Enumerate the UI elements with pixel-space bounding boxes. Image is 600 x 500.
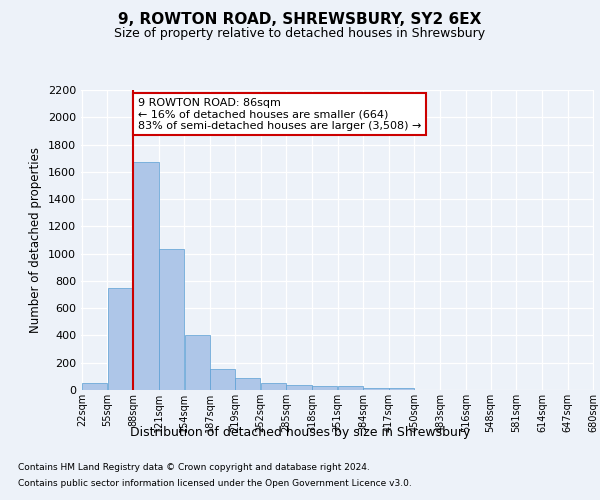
- Bar: [338, 386, 363, 390]
- Bar: [82, 382, 107, 390]
- Bar: [210, 369, 235, 390]
- Text: Contains HM Land Registry data © Crown copyright and database right 2024.: Contains HM Land Registry data © Crown c…: [18, 464, 370, 472]
- Text: Distribution of detached houses by size in Shrewsbury: Distribution of detached houses by size …: [130, 426, 470, 439]
- Bar: [133, 162, 158, 390]
- Bar: [235, 378, 260, 390]
- Y-axis label: Number of detached properties: Number of detached properties: [29, 147, 43, 333]
- Text: Size of property relative to detached houses in Shrewsbury: Size of property relative to detached ho…: [115, 28, 485, 40]
- Bar: [261, 383, 286, 390]
- Bar: [389, 388, 414, 390]
- Bar: [364, 388, 389, 390]
- Text: 9, ROWTON ROAD, SHREWSBURY, SY2 6EX: 9, ROWTON ROAD, SHREWSBURY, SY2 6EX: [118, 12, 482, 28]
- Text: 9 ROWTON ROAD: 86sqm
← 16% of detached houses are smaller (664)
83% of semi-deta: 9 ROWTON ROAD: 86sqm ← 16% of detached h…: [138, 98, 421, 130]
- Bar: [107, 288, 133, 390]
- Bar: [185, 335, 210, 390]
- Bar: [312, 386, 337, 390]
- Text: Contains public sector information licensed under the Open Government Licence v3: Contains public sector information licen…: [18, 478, 412, 488]
- Bar: [159, 249, 184, 390]
- Bar: [286, 384, 311, 390]
